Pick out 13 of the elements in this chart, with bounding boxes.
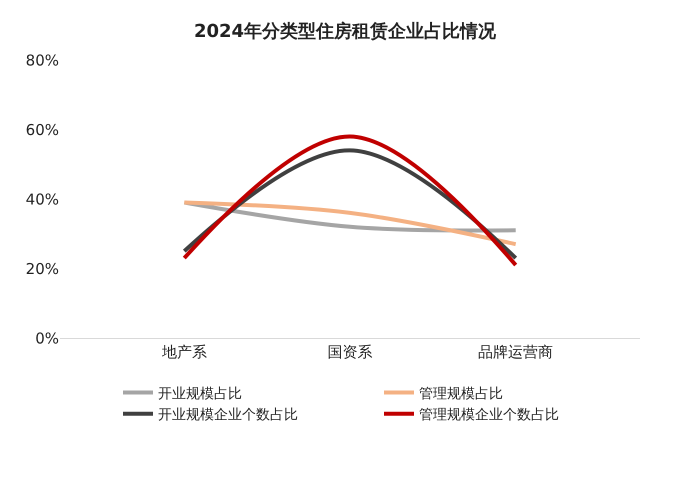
chart-title: 2024年分类型住房租赁企业占比情况 <box>194 21 498 42</box>
x-tick-label: 地产系 <box>160 343 207 361</box>
legend-label: 开业规模企业个数占比 <box>158 407 298 424</box>
x-tick-label: 品牌运营商 <box>478 343 554 361</box>
y-tick-label: 80% <box>26 51 59 70</box>
legend-label: 开业规模占比 <box>158 386 242 402</box>
legend-label: 管理规模企业个数占比 <box>419 407 559 424</box>
x-tick-label: 国资系 <box>328 343 372 361</box>
legend-label: 管理规模占比 <box>419 386 503 402</box>
y-tick-label: 20% <box>26 260 59 278</box>
y-tick-label: 40% <box>26 190 59 208</box>
y-tick-label: 0% <box>35 329 59 348</box>
y-tick-label: 60% <box>26 120 59 139</box>
